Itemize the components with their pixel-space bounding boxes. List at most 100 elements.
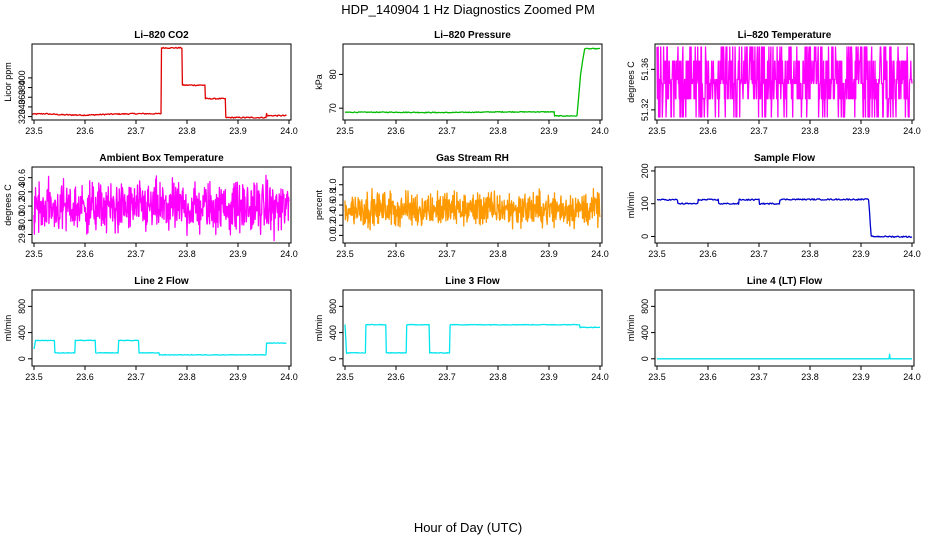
y-tick-label: 800 <box>640 299 650 314</box>
x-tick-label: 24.0 <box>903 249 921 259</box>
data-series <box>344 187 601 231</box>
x-tick-label: 23.7 <box>438 249 456 259</box>
data-line <box>33 339 287 356</box>
y-axis-label: ml/min <box>626 192 636 219</box>
y-axis-label: ml/min <box>314 315 324 342</box>
chart-title: Sample Flow <box>754 153 815 164</box>
x-tick-label: 23.8 <box>178 126 196 136</box>
chart-title: Li–820 Temperature <box>738 30 832 41</box>
x-tick-label: 23.8 <box>489 372 507 382</box>
x-tick-label: 23.9 <box>852 249 870 259</box>
chart-title: Line 3 Flow <box>445 276 500 287</box>
y-tick-label: 400 <box>640 325 650 340</box>
x-tick-label: 23.9 <box>229 126 247 136</box>
data-line <box>344 323 601 354</box>
figure-xlabel: Hour of Day (UTC) <box>414 520 522 535</box>
x-tick-label: 23.6 <box>76 372 94 382</box>
data-line <box>33 174 290 242</box>
plot-frame <box>31 289 292 367</box>
x-tick-label: 23.7 <box>127 372 145 382</box>
x-tick-label: 23.8 <box>489 249 507 259</box>
data-line <box>344 187 601 231</box>
x-tick-label: 23.5 <box>25 372 43 382</box>
plot-frame <box>342 43 603 121</box>
y-axis-label: degrees C <box>3 184 13 226</box>
chart-title: Ambient Box Temperature <box>99 153 224 164</box>
figure-title: HDP_140904 1 Hz Diagnostics Zoomed PM <box>341 2 595 17</box>
y-tick-label: 400 <box>17 325 27 340</box>
y-axis-label: degrees C <box>626 61 636 103</box>
data-line <box>656 198 913 239</box>
y-tick-label: 30.0 <box>17 212 27 230</box>
data-series <box>656 198 913 239</box>
x-tick-label: 23.7 <box>438 126 456 136</box>
data-line <box>656 46 913 118</box>
y-tick-label: 200 <box>640 163 650 178</box>
x-tick-label: 24.0 <box>591 126 609 136</box>
plot-frame <box>654 43 915 121</box>
plot-frame <box>342 289 603 367</box>
x-tick-label: 23.8 <box>801 372 819 382</box>
chart-panel: Ambient Box Temperature degrees C 23.5 23.6… <box>3 153 298 259</box>
x-tick-label: 23.9 <box>852 126 870 136</box>
chart-title: Gas Stream RH <box>436 153 509 164</box>
y-tick-label: 100 <box>640 196 650 211</box>
x-tick-label: 23.5 <box>648 126 666 136</box>
x-tick-label: 23.7 <box>438 372 456 382</box>
y-tick-label: 400 <box>328 325 338 340</box>
y-tick-label: 30.2 <box>17 197 27 215</box>
x-tick-label: 23.9 <box>540 249 558 259</box>
x-tick-label: 23.5 <box>25 249 43 259</box>
chart-panel: Li–820 CO2 Licor ppm 23.5 23.6 23.7 23.8 23.9 2… <box>3 30 298 136</box>
y-axis-label: ml/min <box>3 315 13 342</box>
x-tick-label: 23.8 <box>801 249 819 259</box>
data-line <box>657 353 912 360</box>
plot-frame <box>654 166 915 244</box>
y-tick-label: 29.8 <box>17 226 27 244</box>
data-line <box>32 46 287 119</box>
chart-panel: Line 2 Flow ml/min 23.5 23.6 23.7 23.8 23.9 24.… <box>3 276 298 382</box>
y-tick-label: 0 <box>17 356 27 361</box>
data-series <box>656 46 913 118</box>
y-tick-label: 0 <box>328 356 338 361</box>
plot-frame <box>654 289 915 367</box>
y-tick-label: 51.32 <box>640 99 650 122</box>
x-tick-label: 24.0 <box>280 126 298 136</box>
x-tick-label: 23.5 <box>336 126 354 136</box>
y-axis-label: Licor ppm <box>3 62 13 102</box>
x-tick-label: 23.6 <box>387 126 405 136</box>
chart-panel: Li–820 Pressure kPa 23.5 23.6 23.7 23.8 23.9 24… <box>314 30 609 136</box>
x-tick-label: 23.5 <box>25 126 43 136</box>
y-tick-label: 70 <box>328 103 338 113</box>
x-tick-label: 23.9 <box>852 372 870 382</box>
y-tick-label: 380 <box>17 80 27 95</box>
x-tick-label: 23.6 <box>387 372 405 382</box>
y-tick-label: 320 <box>17 109 27 124</box>
y-axis-label: percent <box>314 189 324 220</box>
x-tick-label: 23.9 <box>540 372 558 382</box>
x-tick-label: 23.5 <box>648 372 666 382</box>
chart-panel: Line 3 Flow ml/min 23.5 23.6 23.7 23.8 23.9 24.… <box>314 276 609 382</box>
chart-panel: Gas Stream RH percent 23.5 23.6 23.7 23.8 23.9… <box>314 153 609 259</box>
x-tick-label: 23.7 <box>750 249 768 259</box>
x-tick-label: 23.9 <box>229 372 247 382</box>
panel-grid: Li–820 CO2 Licor ppm 23.5 23.6 23.7 23.8 23.9 2… <box>3 30 921 382</box>
data-series <box>33 174 290 242</box>
x-tick-label: 23.6 <box>76 249 94 259</box>
x-tick-label: 23.8 <box>489 126 507 136</box>
x-tick-label: 23.5 <box>648 249 666 259</box>
plot-frame <box>31 166 292 244</box>
x-tick-label: 23.6 <box>699 249 717 259</box>
y-tick-label: 0.0 <box>328 229 338 242</box>
x-tick-label: 23.9 <box>540 126 558 136</box>
y-tick-label: 340 <box>17 99 27 114</box>
chart-title: Li–820 Pressure <box>434 30 511 41</box>
x-tick-label: 23.7 <box>750 372 768 382</box>
y-tick-label: 0.2 <box>328 219 338 232</box>
x-tick-label: 24.0 <box>280 372 298 382</box>
x-tick-label: 23.9 <box>229 249 247 259</box>
chart-panel: Li–820 Temperature degrees C 23.5 23.6 23.7 2… <box>626 30 921 136</box>
x-tick-label: 24.0 <box>903 372 921 382</box>
